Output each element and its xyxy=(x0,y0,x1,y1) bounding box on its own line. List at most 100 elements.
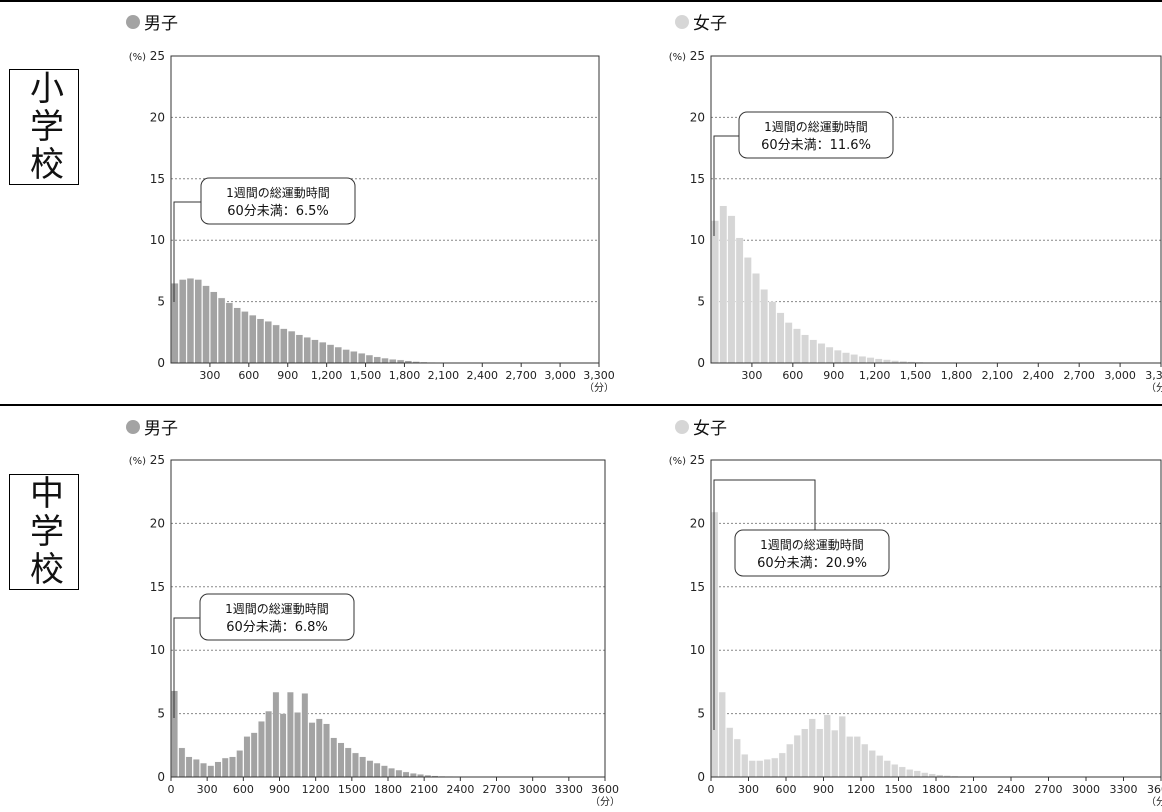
x-tick-label: 1,500 xyxy=(350,369,382,382)
y-axis-label: (%) xyxy=(129,52,146,63)
histogram-bar xyxy=(711,220,719,364)
histogram-bar xyxy=(171,282,179,364)
histogram-bar xyxy=(185,756,193,778)
histogram-bar xyxy=(752,273,760,364)
x-tick-label: 2700 xyxy=(483,783,511,796)
x-tick-label: 3,300 xyxy=(1145,369,1162,382)
x-tick-label: 0 xyxy=(708,783,715,796)
x-tick-label: 1800 xyxy=(374,783,402,796)
histogram-bar xyxy=(342,349,350,364)
panel-title-elem-girls: 女子 xyxy=(675,9,727,34)
chart-elem-boys: 0 5 10 15 20 25 (%) 300 600 900 1,200 1,500 1,800 2,1… xyxy=(129,49,615,394)
x-tick-label: 600 xyxy=(782,369,803,382)
x-tick-label: 2,700 xyxy=(1063,369,1095,382)
y-tick-label: 5 xyxy=(157,295,165,309)
x-tick-label: 2100 xyxy=(410,783,438,796)
histogram-bar xyxy=(294,712,302,778)
x-tick-label: 1800 xyxy=(922,783,950,796)
x-tick-label: 900 xyxy=(823,369,844,382)
histogram-bar xyxy=(831,729,839,778)
histogram-bar xyxy=(858,356,867,364)
histogram-bar xyxy=(778,752,786,778)
histogram-bar xyxy=(784,322,793,364)
histogram-bar xyxy=(286,691,294,778)
chart-jh-girls: 0 5 10 15 20 25 (%) 0 300 600 900 1200 1500 1800 2100 2… xyxy=(669,453,1162,808)
x-tick-label: 1,200 xyxy=(859,369,891,382)
histogram-bar xyxy=(842,352,850,364)
y-tick-label: 10 xyxy=(690,643,705,657)
histogram-bar xyxy=(409,772,417,778)
x-tick-label: 3300 xyxy=(1110,783,1138,796)
callout-box xyxy=(200,177,356,225)
chart-elem-girls: 0 5 10 15 20 25 (%) 300 600 900 1,200 1,500 1,800 2,1… xyxy=(669,49,1162,394)
histogram-bar xyxy=(853,736,861,778)
histogram-bar xyxy=(323,723,330,778)
panel-title-text: 男子 xyxy=(144,14,178,34)
x-tick-label: 3,300 xyxy=(583,369,615,382)
y-tick-label: 15 xyxy=(690,580,705,594)
callout-leader-line xyxy=(173,201,201,302)
x-tick-label: 2400 xyxy=(997,783,1025,796)
histogram-bar xyxy=(229,756,236,778)
histogram-bar xyxy=(763,759,771,778)
y-tick-label: 20 xyxy=(150,516,165,530)
histogram-bar xyxy=(207,765,215,778)
y-tick-label: 10 xyxy=(150,643,165,657)
histogram-bar xyxy=(192,759,200,778)
histogram-bar xyxy=(868,750,876,778)
histogram-bar xyxy=(883,760,891,778)
y-tick-label: 5 xyxy=(157,707,165,721)
histogram-bar xyxy=(838,715,846,778)
histogram-bar xyxy=(357,352,366,364)
histogram-bar xyxy=(898,766,906,778)
y-tick-label: 0 xyxy=(157,356,165,370)
panel-title-text: 女子 xyxy=(693,14,727,34)
y-tick-label: 15 xyxy=(150,172,165,186)
y-tick-label: 10 xyxy=(690,233,705,247)
histogram-bar xyxy=(760,289,769,364)
histogram-bar xyxy=(913,770,921,778)
histogram-bar xyxy=(256,318,265,364)
histogram-bar xyxy=(301,693,309,778)
histogram-bar xyxy=(265,710,273,778)
histogram-bar xyxy=(171,690,179,778)
histogram-bar xyxy=(337,742,345,778)
histogram-bar xyxy=(352,752,359,778)
histogram-bar xyxy=(225,302,234,364)
callout-line-2: 60分未満：20.9% xyxy=(757,556,867,571)
x-tick-label: 1200 xyxy=(847,783,875,796)
x-tick-label: 300 xyxy=(197,783,218,796)
x-tick-label: 2,100 xyxy=(982,369,1014,382)
x-tick-label: 600 xyxy=(776,783,797,796)
histogram-bar xyxy=(381,357,389,364)
y-tick-label: 20 xyxy=(690,110,705,124)
x-tick-label: 2,400 xyxy=(467,369,499,382)
x-tick-label: 3,000 xyxy=(1104,369,1136,382)
plot-frame xyxy=(710,55,1162,364)
histogram-bar xyxy=(359,756,367,778)
legend-dot-boys xyxy=(126,419,140,434)
y-tick-label: 5 xyxy=(697,707,705,721)
x-tick-label: 1,800 xyxy=(941,369,973,382)
x-tick-label: 3300 xyxy=(555,783,583,796)
histogram-bar xyxy=(809,339,818,364)
histogram-bar xyxy=(221,757,229,778)
histogram-bar xyxy=(373,356,381,364)
y-tick-label: 25 xyxy=(150,49,165,63)
x-tick-label: 2100 xyxy=(960,783,988,796)
histogram-bar xyxy=(743,257,752,364)
histogram-bar xyxy=(776,312,785,364)
x-tick-label: 2,700 xyxy=(505,369,537,382)
section-label-junior-high: 中学校 xyxy=(9,474,79,590)
x-tick-label: 300 xyxy=(738,783,759,796)
histogram-bar xyxy=(365,354,374,364)
callout-box xyxy=(199,593,355,641)
histogram-bar xyxy=(768,301,777,364)
histogram-bar xyxy=(711,511,719,778)
histogram-bar xyxy=(733,738,741,778)
histogram-bar xyxy=(210,291,218,364)
histogram-bar xyxy=(344,747,352,778)
histogram-bar xyxy=(816,728,824,778)
y-tick-label: 25 xyxy=(690,453,705,467)
histogram-bar xyxy=(200,762,207,778)
